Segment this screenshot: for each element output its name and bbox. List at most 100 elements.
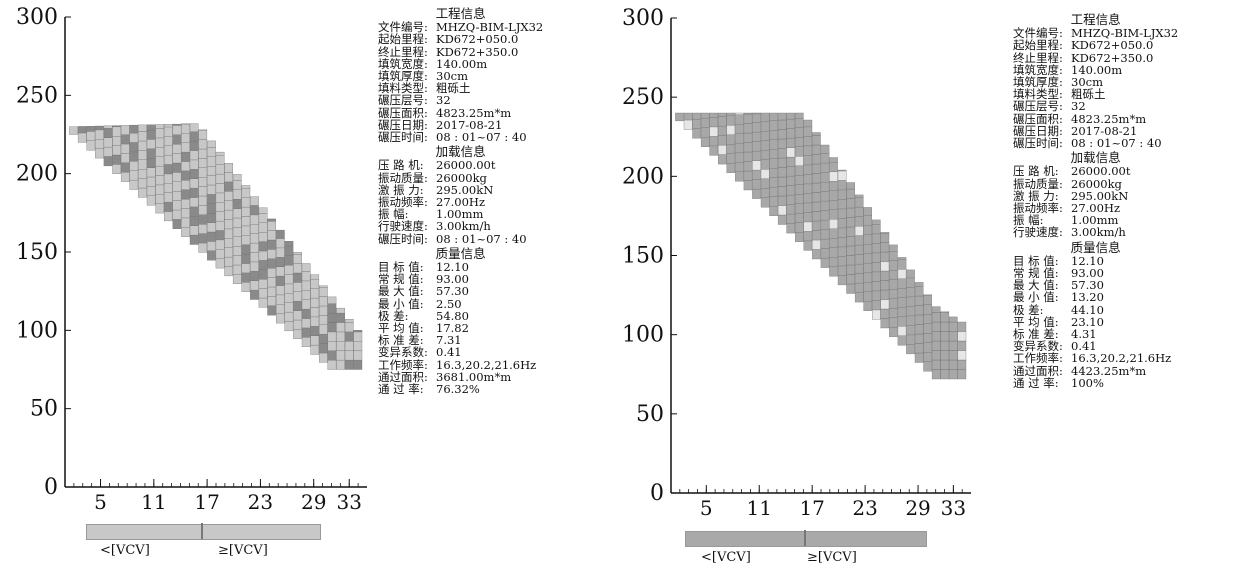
heatmap-cell bbox=[726, 153, 736, 164]
heatmap-cell bbox=[276, 294, 285, 305]
heatmap-cell bbox=[129, 170, 139, 181]
heatmap-cell bbox=[906, 287, 915, 298]
heatmap-cell bbox=[837, 237, 847, 248]
y-tick-label: 150 bbox=[622, 244, 664, 269]
heatmap-cell bbox=[931, 331, 941, 342]
info-label: 起始里程: bbox=[1013, 38, 1063, 53]
info-label: 变异系数: bbox=[378, 345, 428, 360]
info-label: 填筑厚度: bbox=[1013, 75, 1063, 90]
info-value: 08 : 01~07 : 40 bbox=[436, 130, 527, 145]
heatmap-cell bbox=[812, 144, 821, 155]
heatmap-cell bbox=[735, 162, 744, 172]
info-row: 激 振 力: 295.00kN bbox=[378, 184, 543, 196]
heatmap-cell bbox=[232, 264, 242, 275]
heatmap-cell bbox=[146, 176, 156, 187]
heatmap-cell bbox=[155, 156, 165, 167]
heatmap-cell bbox=[181, 198, 190, 209]
info-value: 1.00mm bbox=[1071, 213, 1119, 228]
info-row: 目 标 值: 12.10 bbox=[1013, 255, 1178, 267]
heatmap-cell bbox=[880, 242, 890, 253]
info-row: 填料类型: 粗砾土 bbox=[378, 82, 543, 94]
heatmap-cells bbox=[675, 112, 967, 380]
heatmap-cell bbox=[327, 341, 337, 351]
heatmap-cell bbox=[854, 244, 864, 255]
heatmap-cell bbox=[940, 369, 950, 380]
heatmap-cell bbox=[872, 300, 881, 311]
heatmap-cell bbox=[276, 266, 285, 277]
compaction-chart-right: 0 50 100 150 200 250 300 5 11 17 23 29 33 bbox=[622, 6, 971, 520]
info-label: 目 标 值: bbox=[1013, 253, 1059, 268]
heatmap-cell bbox=[769, 120, 778, 131]
info-label: 振 幅: bbox=[1013, 213, 1044, 228]
heatmap-cell bbox=[820, 248, 830, 259]
quality-info-header: 质量信息 bbox=[435, 245, 486, 261]
info-label: 碾压日期: bbox=[1013, 123, 1063, 138]
heatmap-cell bbox=[198, 158, 208, 168]
heatmap-cell bbox=[77, 132, 87, 143]
heatmap-cell bbox=[155, 184, 165, 195]
heatmap-cell bbox=[276, 275, 285, 286]
heatmap-cell bbox=[164, 201, 173, 212]
heatmap-cell bbox=[786, 204, 795, 215]
info-block-left: 工程信息 文件编号: MHZQ-BIM-LJX32 起始里程: KD672+050.0… bbox=[378, 6, 543, 395]
heatmap-cell bbox=[718, 112, 727, 117]
info-row: 填筑厚度: 30cm bbox=[378, 70, 543, 82]
heatmap-cell bbox=[837, 180, 847, 191]
heatmap-cell bbox=[889, 260, 898, 271]
x-tick-label: 23 bbox=[248, 490, 273, 514]
heatmap-cell bbox=[232, 246, 242, 256]
heatmap-cell bbox=[837, 218, 847, 229]
info-row: 行驶速度: 3.00km/h bbox=[378, 220, 543, 232]
heatmap-cell bbox=[872, 243, 881, 254]
heatmap-cell bbox=[224, 172, 233, 183]
heatmap-cell bbox=[224, 209, 233, 220]
heatmap-cell bbox=[198, 195, 208, 206]
heatmap-cell bbox=[769, 206, 778, 216]
heatmap-cell bbox=[863, 207, 872, 216]
x-tick-label: 33 bbox=[941, 496, 966, 520]
heatmap-cell bbox=[164, 183, 173, 193]
heatmap-cell bbox=[327, 322, 337, 333]
heatmap-cell bbox=[803, 212, 813, 223]
heatmap-cell bbox=[743, 161, 753, 172]
heatmap-cell bbox=[880, 308, 890, 319]
heatmap-cell bbox=[700, 118, 710, 128]
x-tick-label: 11 bbox=[141, 490, 166, 514]
heatmap-cell bbox=[120, 134, 130, 145]
heatmap-cell bbox=[207, 184, 216, 195]
heatmap-cell bbox=[837, 246, 847, 257]
heatmap-cell bbox=[301, 263, 311, 272]
info-row: 最 小 值: 13.20 bbox=[1013, 291, 1178, 303]
heatmap-cell bbox=[327, 296, 337, 304]
heatmap-cell bbox=[923, 361, 932, 372]
info-value: 2017-08-21 bbox=[436, 117, 503, 132]
info-label: 碾压时间: bbox=[378, 231, 428, 246]
heatmap-cell bbox=[267, 268, 276, 278]
heatmap-cell bbox=[129, 132, 139, 143]
heatmap-cell bbox=[795, 213, 804, 223]
heatmap-cell bbox=[931, 321, 941, 332]
chart-panel-right: 0 50 100 150 200 250 300 5 11 17 23 29 33 工程信息 文件编号:… bbox=[619, 0, 1238, 587]
heatmap-cell bbox=[207, 156, 216, 167]
info-label: 平 均 值: bbox=[1013, 314, 1059, 329]
heatmap-cell bbox=[327, 331, 337, 342]
heatmap-cell bbox=[241, 206, 251, 217]
info-label: 极 差: bbox=[378, 308, 409, 323]
heatmap-cell bbox=[786, 156, 795, 167]
info-value: 30cm bbox=[1071, 75, 1103, 90]
heatmap-cell bbox=[752, 141, 761, 152]
heatmap-cell bbox=[232, 255, 242, 266]
heatmap-cell bbox=[310, 307, 320, 318]
heatmap-cell bbox=[914, 314, 924, 325]
heatmap-cell bbox=[293, 254, 302, 264]
heatmap-cell bbox=[172, 134, 182, 145]
heatmap-cell bbox=[336, 359, 345, 370]
heatmap-cell bbox=[923, 333, 932, 343]
heatmap-cell bbox=[786, 175, 795, 186]
heatmap-cell bbox=[310, 297, 320, 308]
heatmap-cell bbox=[319, 324, 328, 335]
heatmap-cell bbox=[164, 145, 173, 156]
heatmap-cell bbox=[683, 119, 693, 130]
heatmap-cell bbox=[336, 350, 345, 361]
info-row: 碾压时间: 08 : 01~07 : 40 bbox=[378, 131, 543, 143]
